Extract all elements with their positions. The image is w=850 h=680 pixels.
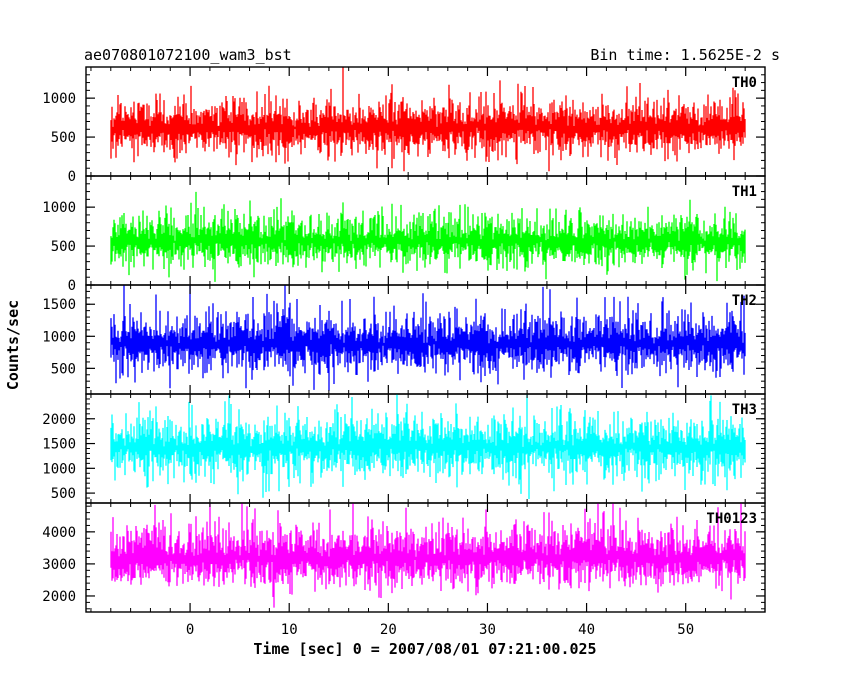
y-tick-label: 0 xyxy=(68,278,76,294)
panel-label-th2: TH2 xyxy=(732,293,757,309)
y-tick-label: 1000 xyxy=(42,329,76,345)
x-tick-label: 20 xyxy=(380,622,397,638)
series-th0123 xyxy=(110,503,746,608)
series-th2 xyxy=(110,285,746,391)
chart-title: ae070801072100_wam3_bst xyxy=(84,46,292,64)
y-tick-label: 1000 xyxy=(42,200,76,216)
series-th1 xyxy=(110,191,746,282)
bin-time-label: Bin time: 1.5625E-2 s xyxy=(590,46,780,64)
panel-th3: 500 1000 1500 2000 TH3 xyxy=(42,393,766,504)
x-tick-label: 30 xyxy=(479,622,496,638)
x-axis-label: Time [sec] 0 = 2007/08/01 07:21:00.025 xyxy=(253,640,596,658)
panel-label-th1: TH1 xyxy=(732,184,757,200)
y-tick-label: 500 xyxy=(51,239,76,255)
y-tick-label: 4000 xyxy=(42,525,76,541)
panel-label-th0: TH0 xyxy=(732,75,757,91)
y-tick-label: 0 xyxy=(68,169,76,185)
y-tick-label: 3000 xyxy=(42,557,76,573)
y-tick-label: 1000 xyxy=(42,91,76,107)
panel-label-th0123: TH0123 xyxy=(706,511,757,527)
x-tick-label: 40 xyxy=(578,622,595,638)
y-tick-label: 1500 xyxy=(42,297,76,313)
panel-label-th3: TH3 xyxy=(732,402,757,418)
x-tick-label: 10 xyxy=(281,622,298,638)
y-tick-label: 1000 xyxy=(42,461,76,477)
x-tick-label: 50 xyxy=(677,622,694,638)
panel-th0123: 2000 3000 4000 TH0123 xyxy=(42,502,766,613)
y-axis-label: Counts/sec xyxy=(4,300,22,390)
y-tick-label: 500 xyxy=(51,361,76,377)
series-th0 xyxy=(110,67,746,172)
y-tick-label: 2000 xyxy=(42,589,76,605)
x-tick-label: 0 xyxy=(186,622,194,638)
panel-th0: 0 500 1000 TH0 xyxy=(42,66,766,185)
y-tick-label: 500 xyxy=(51,486,76,502)
y-tick-label: 2000 xyxy=(42,412,76,428)
y-tick-label: 500 xyxy=(51,130,76,146)
panel-th1: 0 500 1000 TH1 xyxy=(42,175,766,294)
panel-th2: 500 1000 1500 TH2 xyxy=(42,284,766,395)
series-th3 xyxy=(110,394,746,499)
y-tick-label: 1500 xyxy=(42,437,76,453)
